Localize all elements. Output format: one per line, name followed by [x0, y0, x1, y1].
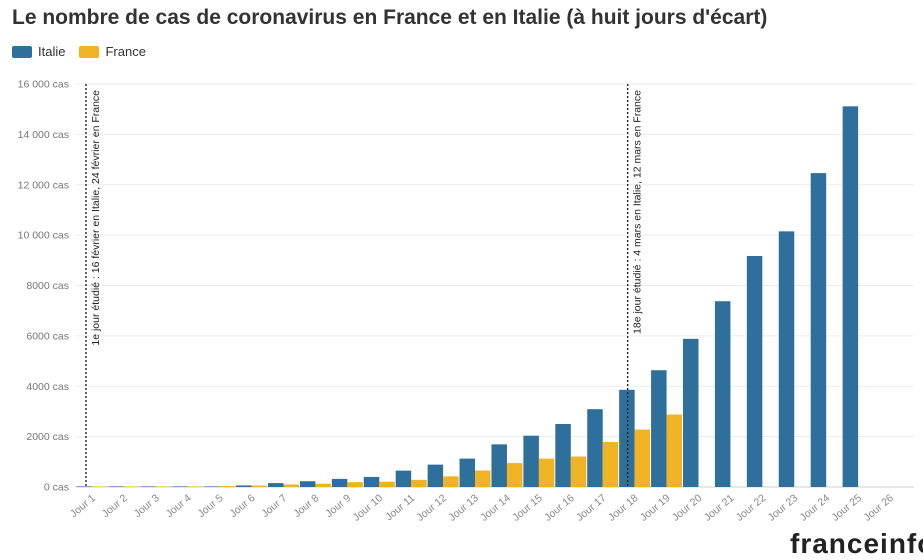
bar-italie	[491, 444, 507, 487]
bar-italie	[523, 435, 539, 487]
x-tick-label: Jour 14	[478, 492, 513, 524]
legend-label-france: France	[105, 44, 146, 59]
bar-italie	[619, 389, 635, 487]
x-tick-label: Jour 23	[766, 492, 801, 524]
x-tick-label: Jour 11	[383, 492, 417, 523]
x-tick-label: Jour 19	[638, 492, 673, 524]
x-tick-label: Jour 8	[291, 492, 321, 520]
x-tick-label: Jour 25	[829, 492, 864, 524]
x-tick-label: Jour 24	[798, 492, 833, 524]
bar-italie	[842, 106, 859, 488]
bar-france	[634, 429, 651, 487]
x-tick-label: Jour 3	[132, 492, 162, 520]
annotation-text: 18e jour étudié : 4 mars en Italie, 12 m…	[632, 90, 644, 334]
y-tick-label: 14 000 cas	[18, 129, 69, 141]
bar-italie	[746, 255, 763, 487]
x-tick-label: Jour 6	[227, 492, 257, 520]
x-tick-label: Jour 21	[702, 492, 737, 524]
bar-france	[379, 481, 395, 487]
bar-italie	[651, 370, 667, 487]
bar-france	[538, 458, 555, 487]
bar-italie	[810, 173, 827, 487]
chart-legend: Italie France	[12, 44, 146, 59]
x-tick-label: Jour 7	[259, 492, 289, 520]
x-tick-label: Jour 15	[510, 492, 545, 524]
legend-item-italie[interactable]: Italie	[12, 44, 65, 59]
bar-france	[411, 479, 427, 487]
bar-italie	[427, 464, 444, 487]
bar-italie	[76, 486, 92, 487]
x-tick-label: Jour 5	[196, 492, 226, 520]
bar-italie	[172, 486, 188, 487]
bar-france	[602, 442, 619, 487]
x-tick-label: Jour 1	[68, 492, 98, 520]
bar-france	[475, 470, 491, 487]
x-tick-label: Jour 22	[734, 492, 769, 524]
bar-italie	[299, 481, 316, 487]
bar-italie	[395, 470, 412, 487]
bar-france	[91, 486, 108, 487]
y-tick-label: 6000 cas	[26, 330, 69, 342]
bar-france	[666, 414, 683, 487]
bar-italie	[331, 478, 348, 487]
bar-italie	[587, 409, 603, 487]
bar-france	[570, 456, 587, 487]
bar-france	[155, 486, 172, 487]
bar-france	[219, 486, 236, 487]
bar-italie	[108, 486, 124, 487]
y-tick-label: 16 000 cas	[18, 79, 69, 91]
x-tick-label: Jour 4	[164, 492, 194, 520]
legend-swatch-italie	[12, 45, 32, 58]
bar-italie	[683, 338, 699, 487]
bar-chart: 0 cas 2000 cas 4000 cas 6000 cas 8000 cas 10 …	[18, 79, 914, 524]
bar-france	[187, 486, 204, 487]
x-tick-label: Jour 9	[323, 492, 353, 520]
bar-italie	[714, 301, 731, 487]
y-tick-label: 2000 cas	[26, 431, 69, 443]
bar-italie	[204, 486, 220, 487]
bar-france	[506, 463, 523, 487]
bar-italie	[268, 483, 284, 487]
legend-swatch-france	[79, 45, 100, 58]
bar-france	[123, 486, 140, 487]
x-tick-label: Jour 16	[542, 492, 577, 524]
franceinfo-logo: franceinfo	[790, 528, 923, 559]
y-tick-label: 12 000 cas	[18, 179, 69, 191]
legend-label-italie: Italie	[38, 44, 66, 59]
x-tick-label: Jour 17	[574, 492, 609, 524]
bar-france	[251, 485, 268, 487]
y-tick-label: 10 000 cas	[18, 230, 69, 242]
bar-italie	[363, 476, 380, 487]
bar-italie	[140, 486, 156, 487]
bar-france	[443, 476, 459, 487]
bar-italie	[236, 485, 252, 487]
y-tick-label: 8000 cas	[26, 280, 69, 292]
x-tick-label: Jour 18	[606, 492, 641, 524]
y-tick-label: 4000 cas	[26, 381, 69, 393]
y-tick-label: 0 cas	[44, 482, 69, 494]
x-tick-label: Jour 10	[351, 492, 386, 524]
annotation-text: 1e jour étudié : 16 février en Italie, 2…	[90, 90, 102, 346]
chart-title: Le nombre de cas de coronavirus en Franc…	[12, 6, 768, 29]
legend-item-france[interactable]: France	[79, 44, 146, 59]
x-tick-label: Jour 13	[446, 492, 481, 524]
x-tick-label: Jour 12	[414, 492, 449, 524]
x-tick-label: Jour 20	[670, 492, 705, 524]
bar-france	[347, 482, 363, 487]
bar-italie	[778, 231, 795, 487]
x-tick-label: Jour 26	[861, 492, 896, 524]
bar-france	[283, 484, 299, 487]
bar-italie	[555, 423, 571, 487]
bar-italie	[459, 458, 476, 487]
bar-france	[315, 483, 331, 487]
x-tick-label: Jour 2	[100, 492, 130, 520]
